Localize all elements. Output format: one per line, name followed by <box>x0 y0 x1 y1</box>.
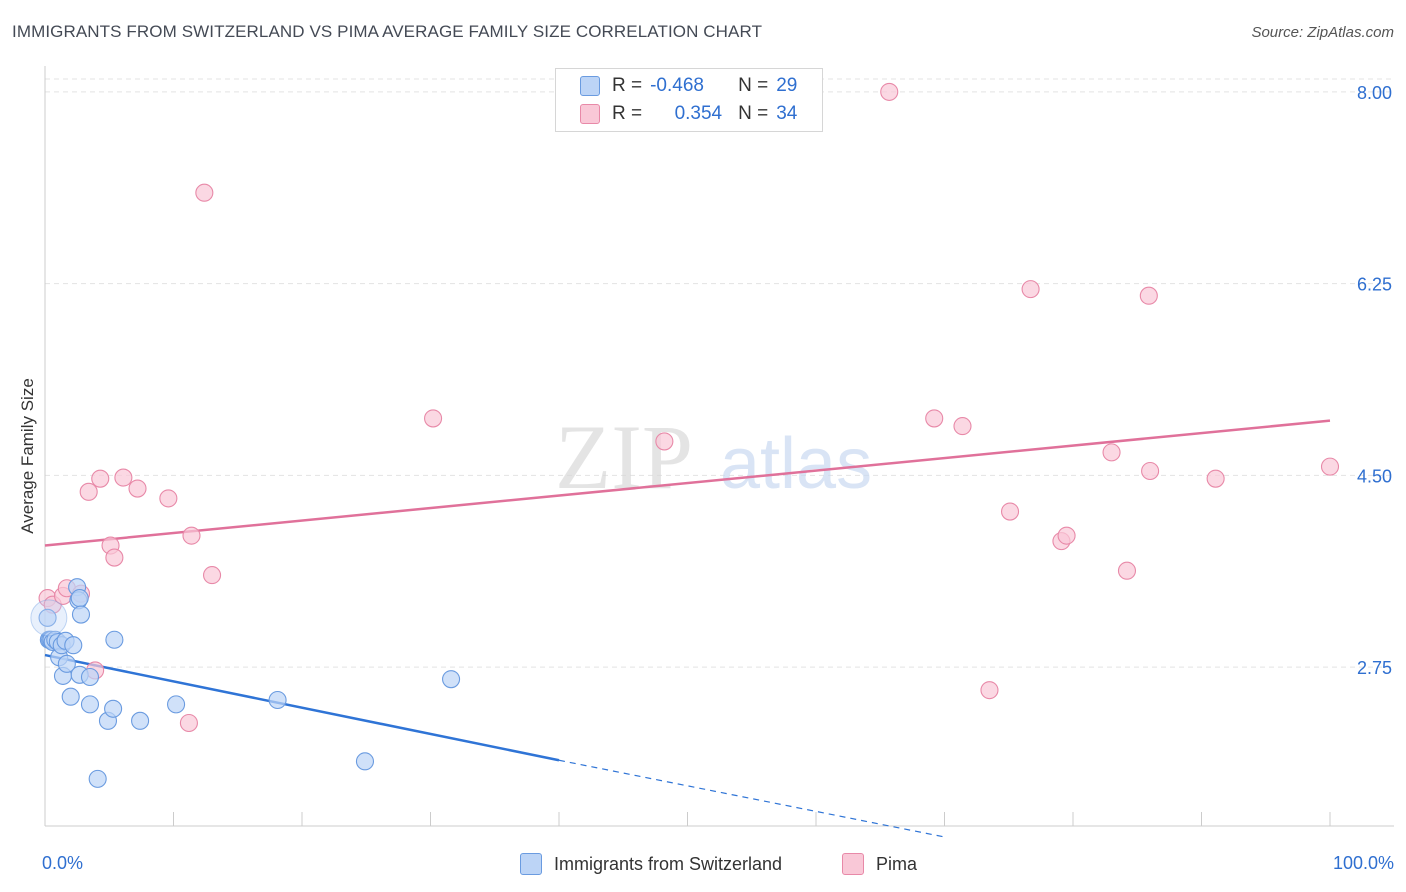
point-pima <box>195 183 214 202</box>
point-pima <box>1102 443 1121 462</box>
y-tick-label: 6.25 <box>1357 275 1392 295</box>
point-pima <box>880 82 899 101</box>
point-switzerland <box>105 630 124 649</box>
point-switzerland <box>57 654 76 673</box>
bottom-legend-pima[interactable]: Pima <box>842 852 917 876</box>
point-pima <box>1139 286 1158 305</box>
x-tick-label-min: 0.0% <box>42 853 84 873</box>
x-tick-label-max: 100.0% <box>1332 853 1394 873</box>
legend-r-label: R = <box>612 103 643 124</box>
chart-title: IMMIGRANTS FROM SWITZERLAND VS PIMA AVER… <box>12 22 763 41</box>
legend-swatch-pink <box>580 104 600 124</box>
point-switzerland <box>80 695 100 714</box>
legend-n-label: N = <box>738 103 769 124</box>
bottom-legend-label: Immigrants from Switzerland <box>554 853 783 874</box>
point-switzerland <box>167 695 186 714</box>
point-pima <box>128 479 147 498</box>
point-pima <box>953 417 972 436</box>
trend-line-switzerland <box>44 653 560 762</box>
point-pima <box>1206 469 1225 488</box>
trend-layer <box>44 419 1331 838</box>
legend-r-label: R = <box>612 75 643 96</box>
point-switzerland <box>61 687 80 706</box>
point-switzerland <box>64 636 83 655</box>
point-pima <box>182 526 201 545</box>
point-pima <box>1057 526 1076 545</box>
bottom-legend-label: Pima <box>876 853 918 874</box>
trend-line-pima <box>44 419 1331 547</box>
point-pima <box>1320 457 1340 476</box>
point-switzerland <box>104 699 123 718</box>
correlation-legend: R = -0.468 N = 29 R = 0.354 N = 34 <box>555 68 823 132</box>
legend-n-value: 29 <box>776 75 798 96</box>
point-pima <box>79 482 98 501</box>
watermark-atlas: atlas <box>720 424 872 504</box>
point-switzerland <box>70 589 89 608</box>
bottom-legend-swatch-blue <box>520 853 542 875</box>
point-switzerland <box>80 667 100 687</box>
y-axis-title: Average Family Size <box>18 378 37 534</box>
point-cluster-switzerland <box>30 599 68 637</box>
y-tick-labels: 2.75 4.50 6.25 8.00 <box>1357 83 1392 678</box>
bottom-legend-switzerland[interactable]: Immigrants from Switzerland <box>520 852 782 876</box>
legend-r-value: 0.354 <box>674 103 723 124</box>
point-switzerland <box>71 605 91 624</box>
y-tick-label: 2.75 <box>1357 658 1392 678</box>
point-switzerland <box>268 690 287 710</box>
legend-row-pima: R = 0.354 N = 34 <box>580 102 797 126</box>
point-pima <box>179 713 198 733</box>
point-pima <box>925 409 944 428</box>
point-pima <box>105 548 124 567</box>
y-tick-label: 4.50 <box>1357 466 1392 486</box>
legend-swatch-blue <box>580 76 600 96</box>
point-switzerland <box>38 608 57 627</box>
legend-row-switzerland: R = -0.468 N = 29 <box>580 74 797 98</box>
point-pima <box>1117 561 1137 580</box>
watermark-zip: ZIP <box>555 406 693 508</box>
point-pima <box>1141 461 1160 481</box>
point-pima <box>1000 502 1020 521</box>
point-switzerland <box>355 752 375 771</box>
grid-layer <box>45 78 1394 668</box>
y-tick-label: 8.00 <box>1357 83 1392 103</box>
point-pima <box>980 681 999 700</box>
axis-layer <box>44 66 1394 827</box>
legend-r-value: -0.468 <box>650 75 704 96</box>
source-credit: Source: ZipAtlas.com <box>1251 24 1394 41</box>
trend-line-switzerland-extrapolated <box>558 759 945 838</box>
bottom-legend-swatch-pink <box>842 853 864 875</box>
point-pima <box>91 469 110 488</box>
points-layer <box>30 82 1340 788</box>
point-switzerland <box>88 769 107 788</box>
point-switzerland <box>131 711 150 730</box>
point-pima <box>424 409 443 428</box>
point-pima <box>203 566 222 585</box>
point-switzerland <box>442 670 461 689</box>
legend-n-label: N = <box>738 75 769 96</box>
point-pima <box>114 468 133 487</box>
point-pima <box>655 432 674 451</box>
legend-n-value: 34 <box>776 103 798 124</box>
point-pima <box>1021 280 1040 299</box>
point-pima <box>159 489 178 508</box>
